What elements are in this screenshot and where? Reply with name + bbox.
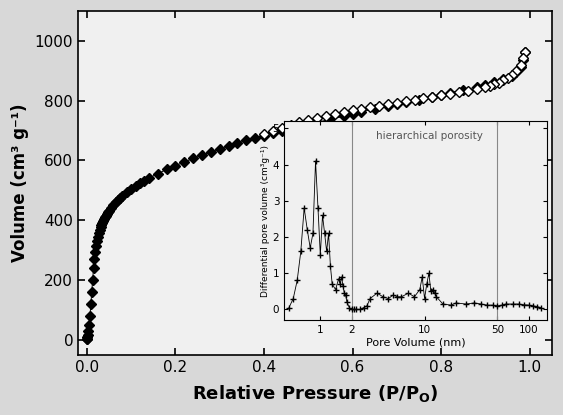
X-axis label: Relative Pressure (P/P$_\mathbf{O}$): Relative Pressure (P/P$_\mathbf{O}$): [191, 383, 438, 404]
Y-axis label: Volume (cm³ g⁻¹): Volume (cm³ g⁻¹): [11, 104, 29, 262]
